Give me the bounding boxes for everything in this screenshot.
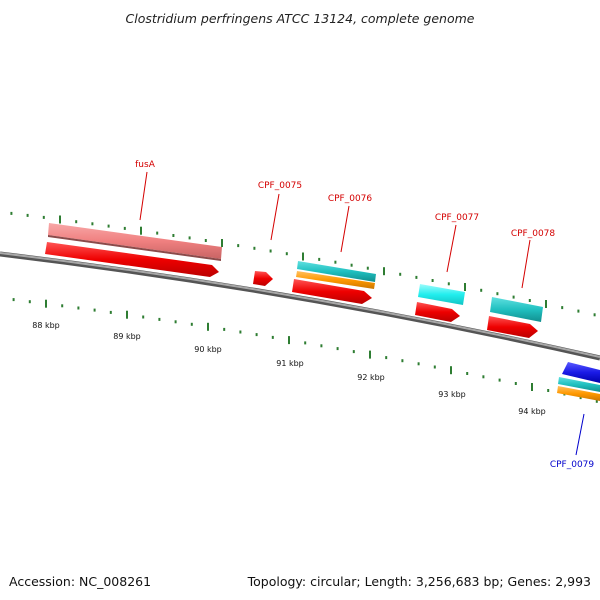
feature-CPF_0079-cog[interactable] — [558, 377, 600, 392]
tick-label-88kbp: 88 kbp — [32, 321, 60, 330]
feature-CPF_0079-cog-orange[interactable] — [557, 386, 600, 401]
feature-CPF_0076-cog[interactable] — [297, 261, 376, 282]
feature-CPF_0078-cog[interactable] — [490, 297, 543, 322]
feature-CPF_0076-cds[interactable] — [292, 279, 372, 304]
tick-label-93kbp: 93 kbp — [438, 390, 466, 399]
tick-label-90kbp: 90 kbp — [194, 345, 222, 354]
genome-backbone-highlight — [0, 252, 600, 358]
lower-tick-row — [12, 298, 598, 403]
feature-CPF_0075-cds[interactable] — [253, 271, 273, 286]
feature-CPF_0079-cds[interactable] — [562, 362, 600, 383]
tick-label-91kbp: 91 kbp — [276, 359, 304, 368]
gene-label-CPF_0079[interactable]: CPF_0079 — [550, 460, 595, 470]
gene-label-fusA[interactable]: fusA — [135, 160, 156, 170]
feature-fusA-rrna[interactable] — [48, 223, 222, 261]
label-leader-lines — [139, 171, 585, 456]
feature-CPF_0078-cds[interactable] — [487, 316, 538, 338]
feature-fusA-cds[interactable] — [45, 242, 219, 277]
gene-label-CPF_0077[interactable]: CPF_0077 — [435, 213, 479, 223]
feature-CPF_0077-cog[interactable] — [418, 284, 465, 305]
map-title: Clostridium perfringens ATCC 13124, comp… — [126, 11, 475, 26]
feature-CPF_0076-cog-orange[interactable] — [296, 271, 375, 289]
gene-label-CPF_0078[interactable]: CPF_0078 — [511, 229, 556, 239]
gene-label-CPF_0075[interactable]: CPF_0075 — [258, 181, 302, 191]
tick-label-92kbp: 92 kbp — [357, 373, 385, 382]
tick-label-89kbp: 89 kbp — [113, 332, 141, 341]
upper-tick-row — [10, 211, 596, 317]
accession-text: Accession: NC_008261 — [9, 574, 151, 589]
gene-label-CPF_0076[interactable]: CPF_0076 — [328, 194, 373, 204]
genome-summary-text: Topology: circular; Length: 3,256,683 bp… — [247, 574, 591, 589]
feature-CPF_0077-cds[interactable] — [415, 302, 460, 322]
tick-label-94kbp: 94 kbp — [518, 407, 546, 416]
